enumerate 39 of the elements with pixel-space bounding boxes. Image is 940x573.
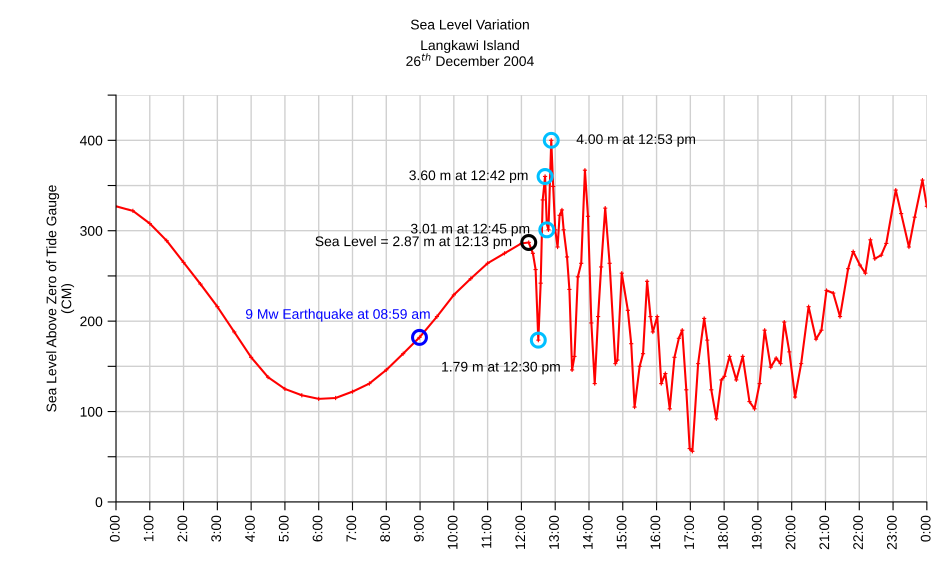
x-tick-label: 1:00 bbox=[144, 516, 154, 542]
y-tick-label: 100 bbox=[80, 406, 102, 417]
x-tick-label: 14:00 bbox=[582, 516, 593, 549]
x-tick-label: 5:00 bbox=[278, 516, 289, 542]
chart-subtitle: Langkawi Island 26$^{th}$ December 2004 bbox=[406, 40, 534, 66]
x-tick-label: 4:00 bbox=[245, 516, 255, 542]
annotation: Sea Level = 2.87 m at 12:13 pm bbox=[315, 236, 512, 249]
y-tick-label: 200 bbox=[80, 316, 102, 326]
annotation: 1.79 m at 12:30 pm bbox=[442, 362, 560, 374]
annotation: 4.00 m at 12:53 pm bbox=[576, 134, 696, 147]
x-tick-label: 10:00 bbox=[448, 516, 458, 549]
x-tick-label: 0:00 bbox=[110, 516, 120, 542]
y-tick-label: 400 bbox=[80, 136, 102, 146]
chart-title: Sea Level Variation bbox=[410, 19, 529, 30]
x-tick-label: 13:00 bbox=[549, 516, 559, 549]
x-tick-label: 17:00 bbox=[684, 516, 694, 549]
x-tick-label: 23:00 bbox=[886, 516, 897, 550]
x-tick-label: 11:00 bbox=[482, 516, 492, 548]
x-tick-label: 0:00 bbox=[920, 516, 931, 542]
x-tick-label: 2:00 bbox=[177, 516, 188, 542]
x-tick-label: 21:00 bbox=[819, 516, 830, 550]
x-tick-label: 8:00 bbox=[380, 516, 390, 542]
x-tick-label: 12:00 bbox=[515, 516, 526, 549]
y-tick-label: 300 bbox=[80, 226, 102, 236]
y-tick-label: 0 bbox=[96, 497, 102, 508]
x-tick-label: 22:00 bbox=[853, 516, 863, 550]
y-axis-title: Sea Level Above Zero of Tide Gauge (CM) bbox=[46, 185, 74, 412]
x-tick-label: 20:00 bbox=[786, 516, 796, 550]
x-tick-label: 3:00 bbox=[211, 516, 222, 542]
x-tick-label: 18:00 bbox=[718, 516, 728, 549]
x-tick-label: 7:00 bbox=[346, 516, 356, 542]
x-tick-label: 6:00 bbox=[312, 516, 322, 542]
x-tick-label: 16:00 bbox=[650, 516, 660, 549]
annotation: 3.60 m at 12:42 pm bbox=[409, 170, 528, 183]
annotation: 9 Mw Earthquake at 08:59 am bbox=[246, 308, 430, 322]
x-tick-label: 15:00 bbox=[616, 516, 626, 549]
annotation: 3.01 m at 12:45 pm bbox=[410, 224, 530, 236]
x-tick-label: 19:00 bbox=[752, 516, 762, 549]
x-tick-label: 9:00 bbox=[414, 516, 424, 542]
